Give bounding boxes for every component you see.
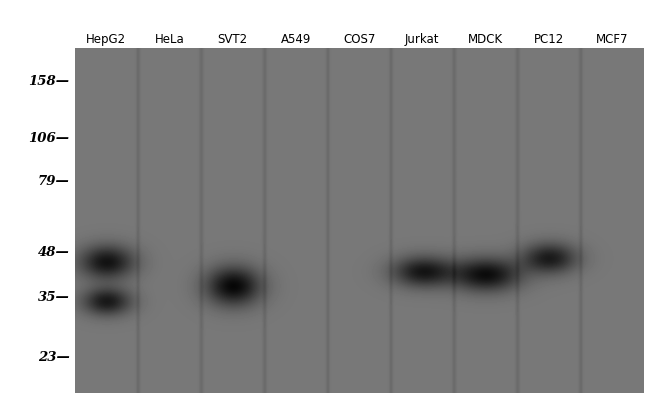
Text: Jurkat: Jurkat [405, 33, 439, 46]
Text: 79—: 79— [38, 175, 70, 188]
Text: 35—: 35— [38, 291, 70, 304]
Text: SVT2: SVT2 [218, 33, 248, 46]
Text: 106—: 106— [29, 133, 70, 145]
Text: MDCK: MDCK [468, 33, 503, 46]
Text: COS7: COS7 [343, 33, 375, 46]
Text: 48—: 48— [38, 246, 70, 259]
Text: A549: A549 [281, 33, 311, 46]
Text: 23—: 23— [38, 351, 70, 364]
Text: 158—: 158— [29, 75, 70, 88]
Text: HepG2: HepG2 [86, 33, 126, 46]
Text: PC12: PC12 [534, 33, 564, 46]
Text: HeLa: HeLa [155, 33, 185, 46]
Text: MCF7: MCF7 [595, 33, 628, 46]
